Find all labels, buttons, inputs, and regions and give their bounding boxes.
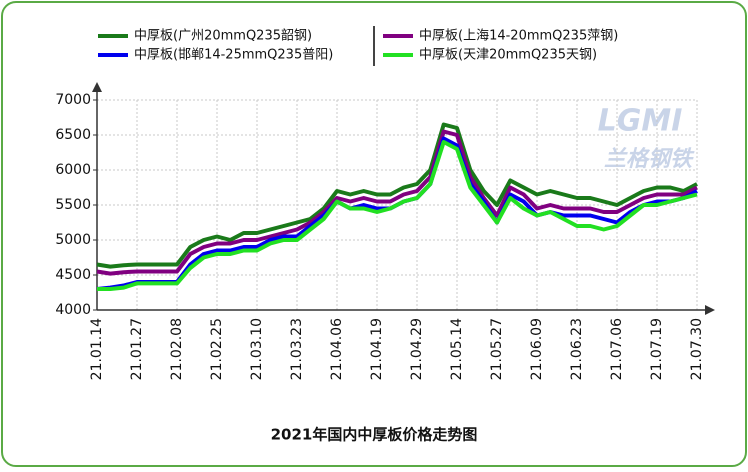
x-tick-label: 21.03.23 — [289, 318, 305, 380]
legend-label: 中厚板(上海14-20mmQ235萍钢) — [419, 29, 618, 44]
y-tick-label: 4000 — [55, 302, 91, 318]
chart-title: 2021年国内中厚板价格走势图 — [271, 426, 478, 444]
x-tick-label: 21.01.14 — [89, 318, 105, 380]
x-tick-label: 21.07.06 — [609, 318, 625, 380]
x-tick-label: 21.07.19 — [649, 318, 665, 380]
watermark: LGMI — [598, 104, 683, 139]
x-tick-label: 21.04.19 — [369, 318, 385, 380]
watermark-subtitle: 兰格钢铁 — [604, 147, 695, 172]
legend-label: 中厚板(邯郸14-25mmQ235普阳) — [134, 48, 333, 63]
y-axis-arrow — [92, 82, 102, 92]
x-tick-label: 21.03.10 — [249, 318, 265, 380]
y-tick-label: 4500 — [55, 267, 91, 283]
x-tick-label: 21.07.30 — [689, 318, 705, 380]
x-tick-label: 21.06.09 — [529, 318, 545, 380]
series-line — [96, 122, 698, 269]
series-line — [97, 140, 698, 291]
y-tick-label: 5500 — [55, 197, 91, 213]
legend: 中厚板(广州20mmQ235韶钢) 中厚板(上海14-20mmQ235萍钢) 中厚板… — [98, 28, 618, 63]
y-tick-label: 7000 — [55, 92, 91, 108]
x-tick-label: 21.05.27 — [489, 318, 505, 380]
legend-label: 中厚板(天津20mmQ235天钢) — [419, 48, 597, 63]
plot: 4000 4500 5000 5500 6000 6500 7000 21.01.14 21.0… — [55, 82, 715, 380]
x-tick-label: 21.02.25 — [209, 318, 225, 380]
series-line — [96, 129, 698, 276]
x-tick-label: 21.04.29 — [409, 318, 425, 380]
legend-separator — [373, 26, 375, 66]
x-tick-label: 21.02.08 — [169, 318, 185, 380]
x-axis-arrow — [705, 305, 715, 315]
y-tick-label: 5000 — [55, 232, 91, 248]
y-tick-label: 6500 — [55, 127, 91, 143]
x-tick-label: 21.06.23 — [569, 318, 585, 380]
legend-label: 中厚板(广州20mmQ235韶钢) — [134, 28, 312, 44]
y-tick-label: 6000 — [55, 162, 91, 178]
x-tick-label: 21.04.06 — [329, 318, 345, 380]
x-tick-label: 21.01.27 — [129, 318, 145, 380]
x-tick-label: 21.05.14 — [449, 318, 465, 380]
